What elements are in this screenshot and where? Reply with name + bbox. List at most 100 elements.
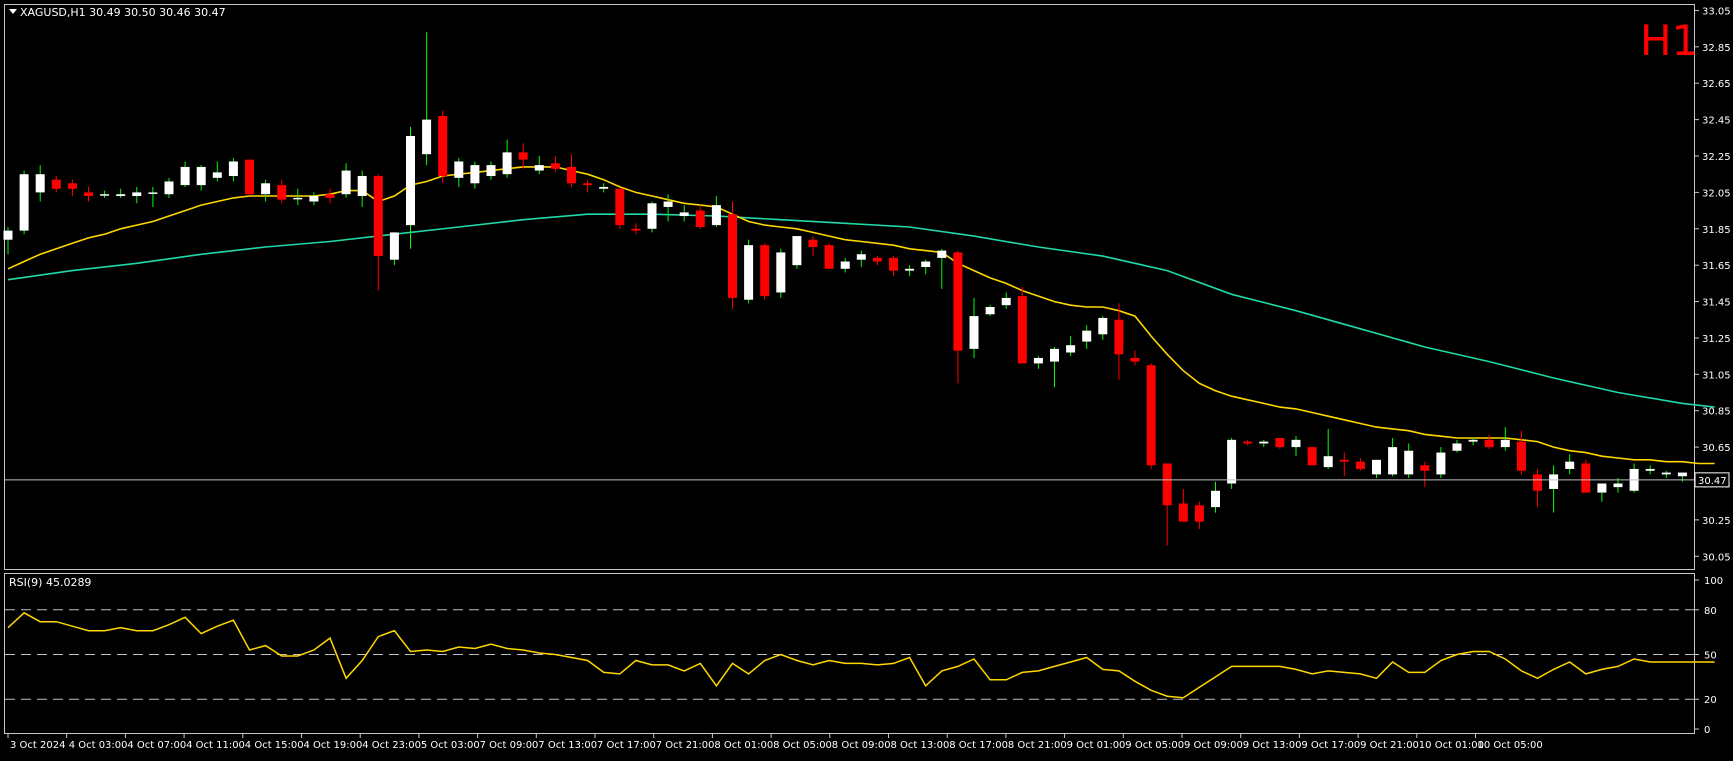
candle-body [1468,439,1478,442]
candle [518,143,528,169]
candle-body [35,174,45,193]
time-tick-label: 8 Oct 01:00 [714,740,773,751]
candle-body [389,232,399,260]
candle [470,161,480,189]
time-tick-label: 7 Oct 17:00 [597,740,656,751]
time-tick-label: 4 Oct 07:00 [127,740,186,751]
candle [84,186,93,202]
candle-body [711,205,721,226]
candle [728,201,737,309]
candle [824,243,834,269]
candle-body [3,230,13,240]
candle [406,126,415,249]
time-tick-label: 4 Oct 11:00 [186,740,245,751]
candle [1355,458,1365,471]
candle-body [357,176,367,197]
candle [422,32,432,166]
candle [1017,287,1027,364]
candle [840,257,850,273]
candle-body [1533,474,1542,491]
candle-body [840,261,850,269]
candle-body [1420,465,1430,471]
candle [1194,501,1204,529]
candle [905,265,915,277]
price-tick-label: 31.05 [1702,370,1731,381]
candle-body [679,212,689,217]
candle-body [1436,452,1446,475]
candle [309,192,319,206]
candle-body [1452,443,1462,451]
candle-body [905,268,915,271]
price-tick-label: 32.05 [1702,188,1731,199]
candle [277,179,287,204]
price-tick-label: 30.05 [1702,552,1731,563]
candle [1645,465,1655,475]
candle [1516,430,1526,475]
candle-body [872,257,882,262]
candle [1162,463,1172,546]
candle-body [19,174,29,231]
candle-body [1130,357,1140,362]
rsi-tick-label: 0 [1704,725,1710,736]
candle-body [1404,450,1414,475]
candle [937,248,947,289]
candle [293,188,303,206]
candle [744,239,754,304]
time-tick-label: 9 Oct 21:00 [1360,740,1419,751]
candle-body [1355,461,1365,469]
candle-body [1645,468,1655,471]
candle-body [51,179,61,189]
candle [631,223,641,235]
candle [760,243,770,300]
candle-body [406,135,415,226]
candle-body [583,183,593,186]
candle-body [1291,439,1301,448]
candle-body [969,316,979,349]
candle [1468,438,1478,446]
candle-body [1211,490,1220,508]
candle [599,183,609,193]
symbol-dropdown-icon[interactable] [9,9,17,14]
candle-body [1227,439,1237,484]
time-tick-label: 9 Oct 05:00 [1125,740,1184,751]
candle-body [1098,317,1108,335]
time-tick-label: 3 Oct 2024 [10,740,65,751]
time-tick-label: 8 Oct 21:00 [1008,740,1067,751]
candle [776,248,786,298]
candle-body [1661,472,1671,475]
candle [438,110,448,184]
fast-moving-average-line [7,166,1715,465]
price-tick-label: 31.45 [1702,298,1731,309]
symbol-info-label: XAGUSD,H1 30.49 30.50 30.46 30.47 [20,6,226,19]
candle [261,179,271,202]
candle [695,205,705,229]
candle [1275,438,1285,449]
candle-body [728,214,737,298]
candle-body [1243,441,1253,444]
candle-body [1323,456,1333,468]
candle [164,177,174,198]
candle [1323,428,1333,469]
time-tick-label: 4 Oct 19:00 [304,740,363,751]
candle-body [116,194,126,197]
candle-body [454,161,464,178]
candle [1291,436,1301,457]
candle [1581,459,1591,493]
time-tick-label: 9 Oct 01:00 [1067,740,1126,751]
candle-body [1549,474,1559,489]
candle-body [856,254,866,260]
time-tick-label: 9 Oct 09:00 [1184,740,1243,751]
candle-body [1082,330,1092,342]
candle [1130,350,1140,366]
rsi-tick-label: 50 [1704,651,1717,662]
candle-body [293,197,303,200]
candle-body [1033,357,1043,364]
candle-body [470,165,480,184]
candle [389,232,399,266]
current-price-box [1694,472,1730,488]
candle-body [148,192,158,194]
candle [583,179,593,193]
